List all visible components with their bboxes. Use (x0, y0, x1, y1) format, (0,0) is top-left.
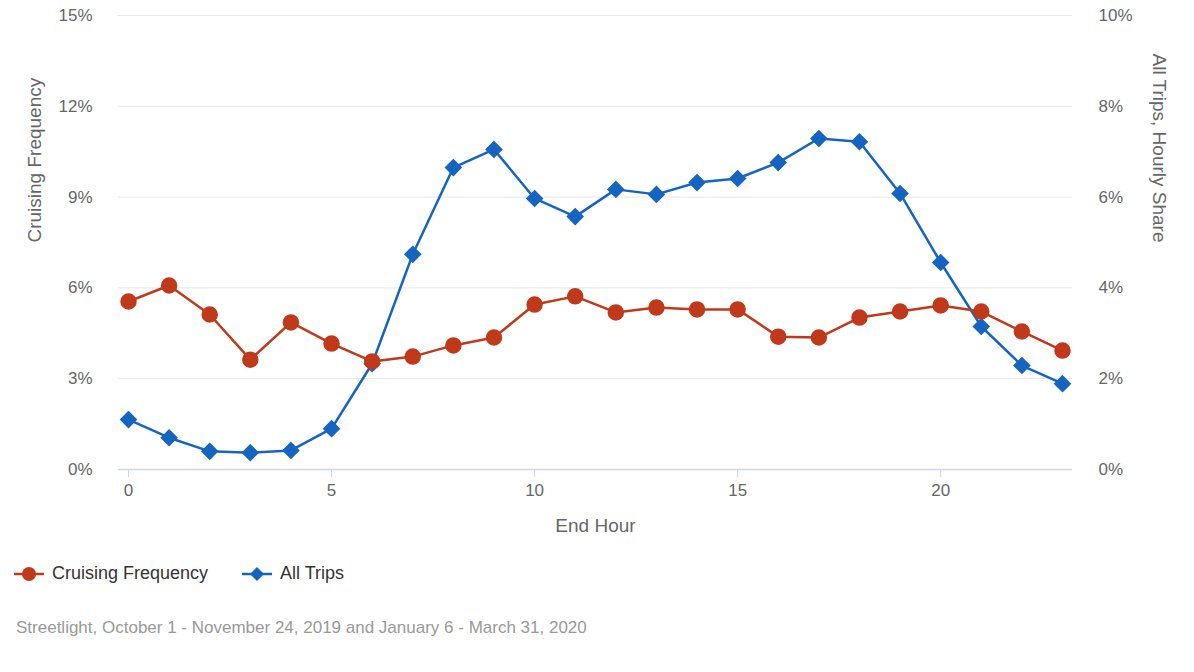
svg-text:12%: 12% (58, 97, 92, 116)
svg-text:All Trips, Hourly Share: All Trips, Hourly Share (1149, 53, 1170, 242)
svg-text:5: 5 (327, 481, 336, 500)
svg-text:6%: 6% (1099, 188, 1124, 207)
svg-text:9%: 9% (68, 188, 93, 207)
svg-text:2%: 2% (1099, 369, 1124, 388)
svg-text:0%: 0% (1099, 460, 1124, 479)
svg-text:0%: 0% (68, 460, 93, 479)
svg-text:20: 20 (931, 481, 950, 500)
svg-text:15%: 15% (58, 6, 92, 25)
svg-text:6%: 6% (68, 278, 93, 297)
svg-text:Cruising Frequency: Cruising Frequency (24, 77, 45, 242)
svg-text:4%: 4% (1099, 278, 1124, 297)
svg-text:15: 15 (728, 481, 747, 500)
svg-text:End Hour: End Hour (555, 515, 636, 536)
svg-text:10: 10 (525, 481, 544, 500)
svg-text:0: 0 (124, 481, 133, 500)
svg-text:10%: 10% (1099, 6, 1133, 25)
html-text:Cruising Frequency: Cruising Frequency (52, 563, 209, 583)
svg-text:3%: 3% (68, 369, 93, 388)
html-text:All Trips: All Trips (280, 563, 345, 583)
html-text:Streetlight, October 1 - Novem: Streetlight, October 1 - November 24, 20… (16, 618, 587, 637)
svg-text:8%: 8% (1099, 97, 1124, 116)
